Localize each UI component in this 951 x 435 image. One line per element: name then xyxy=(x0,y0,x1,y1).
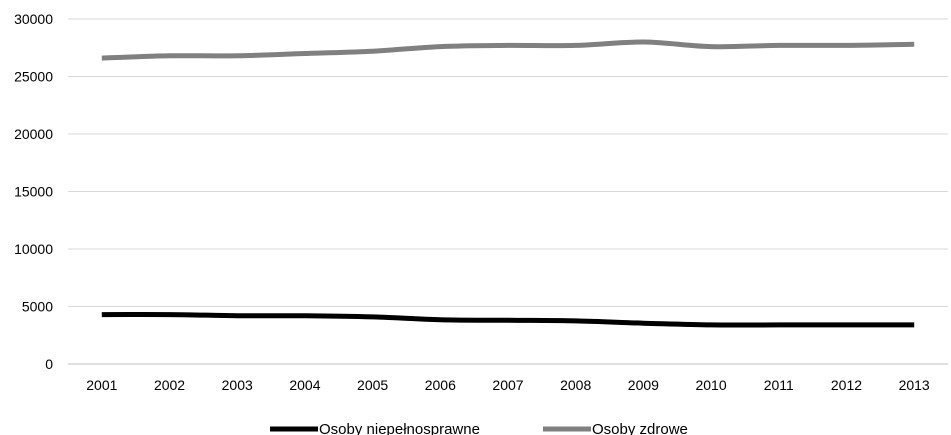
y-tick-label: 20000 xyxy=(14,126,53,142)
x-tick-label: 2009 xyxy=(628,377,659,393)
y-axis-tick-labels: 0 5000 10000 15000 20000 25000 30000 xyxy=(14,11,53,372)
legend: Osoby niepełnosprawne Osoby zdrowe xyxy=(270,421,688,435)
x-tick-label: 2004 xyxy=(289,377,320,393)
x-tick-label: 2006 xyxy=(425,377,456,393)
series-line-1 xyxy=(101,312,915,328)
x-axis-tick-labels: 2001 2002 2003 2004 2005 2006 2007 2008 2009 2010… xyxy=(86,377,930,393)
y-tick-label: 5000 xyxy=(22,299,53,315)
grid-lines xyxy=(68,18,948,365)
x-tick-label: 2012 xyxy=(831,377,862,393)
series-line-2 xyxy=(101,39,915,61)
y-tick-label: 25000 xyxy=(14,69,53,85)
legend-label-2: Osoby zdrowe xyxy=(592,421,688,435)
y-tick-label: 0 xyxy=(45,356,53,372)
x-tick-label: 2010 xyxy=(695,377,726,393)
y-tick-label: 15000 xyxy=(14,184,53,200)
x-tick-label: 2013 xyxy=(899,377,930,393)
x-tick-label: 2005 xyxy=(357,377,388,393)
legend-label-1: Osoby niepełnosprawne xyxy=(319,421,480,435)
y-tick-label: 10000 xyxy=(14,241,53,257)
x-tick-label: 2003 xyxy=(222,377,253,393)
x-tick-label: 2002 xyxy=(154,377,185,393)
x-tick-label: 2007 xyxy=(492,377,523,393)
x-tick-label: 2011 xyxy=(764,377,794,393)
series-lines xyxy=(101,39,915,328)
y-tick-label: 30000 xyxy=(14,11,53,27)
x-tick-label: 2008 xyxy=(560,377,591,393)
x-tick-label: 2001 xyxy=(86,377,117,393)
